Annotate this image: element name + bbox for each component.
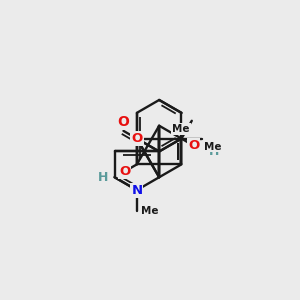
Text: O: O bbox=[131, 132, 142, 145]
Text: O: O bbox=[119, 165, 130, 178]
Text: Me: Me bbox=[172, 124, 190, 134]
Text: H: H bbox=[98, 171, 109, 184]
Text: Me: Me bbox=[141, 206, 158, 216]
Text: Me: Me bbox=[204, 142, 222, 152]
Text: O: O bbox=[118, 115, 129, 129]
Text: H: H bbox=[209, 145, 219, 158]
Text: N: N bbox=[131, 184, 142, 196]
Text: O: O bbox=[188, 139, 200, 152]
